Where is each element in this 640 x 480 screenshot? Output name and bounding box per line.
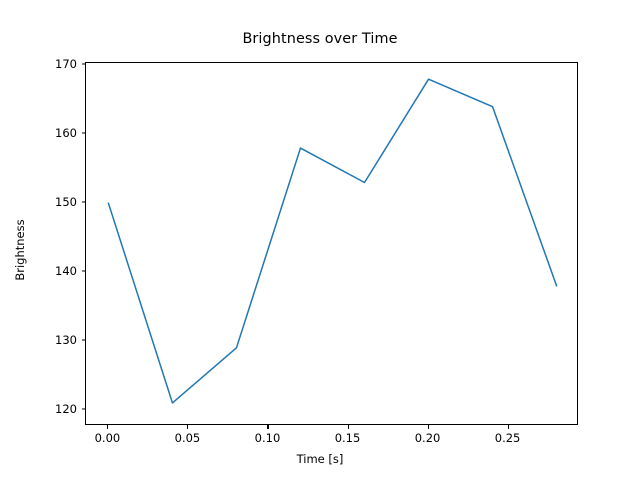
y-tick-label: 150 [55, 195, 77, 210]
x-tick-mark [347, 425, 349, 429]
y-tick-label: 170 [55, 57, 77, 72]
x-tick-mark [267, 425, 269, 429]
y-tick-label: 160 [55, 126, 77, 141]
x-tick-mark [427, 425, 429, 429]
x-tick-mark [107, 425, 109, 429]
x-tick-mark [187, 425, 189, 429]
chart-title: Brightness over Time [242, 31, 398, 47]
y-axis-label: Brightness [13, 219, 27, 281]
x-tick-label: 0.20 [414, 431, 441, 445]
line-series-svg [107, 78, 558, 404]
x-tick-label: 0.10 [254, 431, 281, 445]
x-axis-label: Time [s] [296, 452, 344, 466]
x-tick-label: 0.25 [494, 431, 521, 445]
plot-area [85, 62, 578, 425]
x-tick-label: 0.05 [174, 431, 201, 445]
x-tick-mark [507, 425, 509, 429]
y-tick-label: 140 [55, 264, 77, 279]
x-tick-label: 0.15 [334, 431, 361, 445]
x-tick-label: 0.00 [94, 431, 121, 445]
brightness-line [107, 78, 558, 404]
y-tick-label: 120 [55, 401, 77, 416]
y-tick-label: 130 [55, 332, 77, 347]
